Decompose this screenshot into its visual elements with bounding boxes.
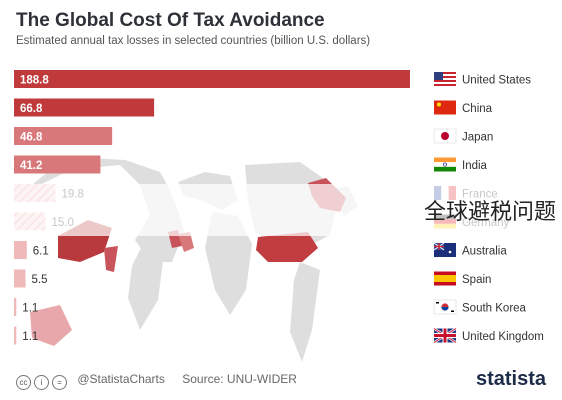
overlay-banner (0, 184, 562, 236)
usa-map-shape (256, 232, 318, 262)
bar-australia (14, 241, 27, 259)
value-label-india: 41.2 (20, 160, 42, 172)
chart-subtitle: Estimated annual tax losses in selected … (16, 35, 371, 47)
bar-india (14, 155, 101, 174)
bar-china (14, 98, 155, 117)
category-label-australia: Australia (462, 246, 507, 258)
category-label-china: China (462, 103, 493, 115)
kr-flag-icon (433, 299, 457, 315)
by-icon: i (34, 375, 49, 390)
es-flag-icon (434, 271, 456, 286)
in-flag-icon (434, 157, 456, 172)
statista-logo: statista (475, 368, 546, 390)
bar-united-states (14, 70, 410, 88)
nd-icon: = (52, 375, 67, 390)
category-label-south-korea: South Korea (462, 303, 527, 315)
category-label-spain: Spain (462, 274, 491, 286)
value-label-japan: 46.8 (20, 132, 43, 144)
category-label-india: India (462, 160, 488, 172)
value-label-spain: 5.5 (32, 274, 48, 286)
value-label-south-korea: 1.1 (22, 303, 38, 315)
value-label-australia: 6.1 (33, 246, 49, 258)
value-label-united-kingdom: 1.1 (22, 331, 38, 343)
category-label-united-states: United States (462, 75, 531, 87)
footer-source: Source: UNU-WIDER (182, 372, 297, 386)
bar-spain (14, 269, 26, 288)
korea-map-shape (178, 232, 194, 252)
overlay-caption: 全球避税问题 (423, 200, 556, 225)
au-flag-icon (433, 242, 456, 257)
category-label-japan: Japan (462, 132, 493, 144)
footer-credit: @StatistaCharts (77, 372, 165, 386)
bar-japan (14, 127, 113, 145)
jp-flag-icon (433, 128, 457, 144)
value-label-china: 66.8 (20, 103, 43, 115)
uk-flag-icon (433, 327, 457, 344)
india-map-shape (104, 246, 118, 272)
cn-flag-icon (434, 100, 456, 115)
cc-icon: cc (16, 375, 31, 390)
australia-map-shape (30, 305, 72, 346)
category-label-united-kingdom: United Kingdom (462, 331, 544, 343)
chart-title: The Global Cost Of Tax Avoidance (16, 10, 325, 31)
bar-united-kingdom (14, 326, 17, 345)
bar-south-korea (14, 298, 17, 316)
footer-left: cc i = @StatistaCharts Source: UNU-WIDER (16, 372, 297, 390)
us-flag-icon (434, 72, 456, 86)
value-label-united-states: 188.8 (20, 75, 49, 87)
